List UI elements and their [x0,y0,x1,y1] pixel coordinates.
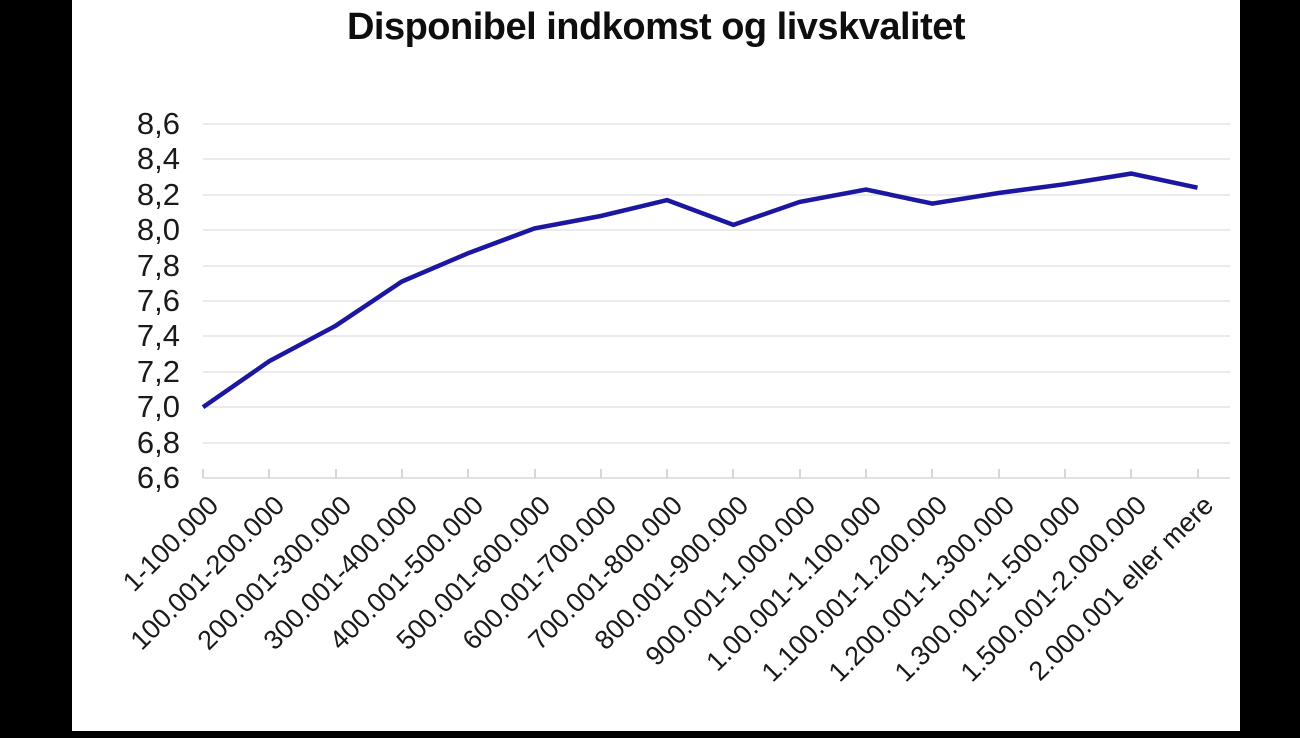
x-axis-tick [798,469,801,478]
line-chart: 1-100.000 100.001-200.000 200.001-300.000 3… [117,123,1230,687]
y-axis-tick-label: 8,4 [136,141,180,177]
x-axis-tick [1196,469,1199,478]
gridline [203,406,1230,409]
gridline [203,441,1230,444]
x-axis-line [203,477,1230,479]
gridline [203,335,1230,338]
x-axis-tick [467,469,470,478]
y-axis-tick-label: 7,6 [136,283,180,318]
gridline [203,264,1230,267]
chart-panel: Disponibel indkomst og livskvalitet 8,6 8… [72,0,1240,731]
gridline [203,300,1230,302]
y-axis-tick-label: 8,6 [136,106,180,141]
line-series-svg [201,171,1198,410]
gridline [203,370,1230,373]
y-axis-tick-label: 7,8 [136,247,180,283]
y-axis-tick-label: 6,8 [136,424,180,460]
y-axis: 8,6 8,4 8,2 8,0 7,8 7,6 7,4 7,2 7,0 6,8 6,6 [72,108,180,494]
x-axis-tick [533,469,536,478]
y-axis-tick-label: 7,0 [136,389,180,425]
gridline [203,229,1230,232]
x-axis-tick [1063,469,1066,478]
gridline [203,193,1230,196]
x-axis-tick [400,469,403,478]
y-axis-tick-label: 8,0 [136,212,180,248]
chart-title: Disponibel indkomst og livskvalitet [346,6,966,48]
x-axis-tick [1130,469,1133,478]
y-axis-tick-label: 7,2 [136,353,180,389]
y-axis-tick-label: 6,6 [136,460,180,495]
x-axis-tick [865,469,867,478]
x-axis-tick [334,469,337,478]
gridline [203,123,1230,125]
y-axis-tick-label: 8,2 [136,176,180,212]
gridline [203,158,1230,161]
x-axis-tick [997,469,1000,478]
x-axis-tick [931,469,934,478]
x-axis-tick [666,469,669,478]
y-axis-tick-label: 7,4 [136,318,180,354]
x-axis-tick [732,469,735,478]
data-line [201,171,1198,410]
x-axis-tick [268,469,271,478]
x-axis-tick [599,469,602,478]
x-axis-tick [202,469,204,478]
